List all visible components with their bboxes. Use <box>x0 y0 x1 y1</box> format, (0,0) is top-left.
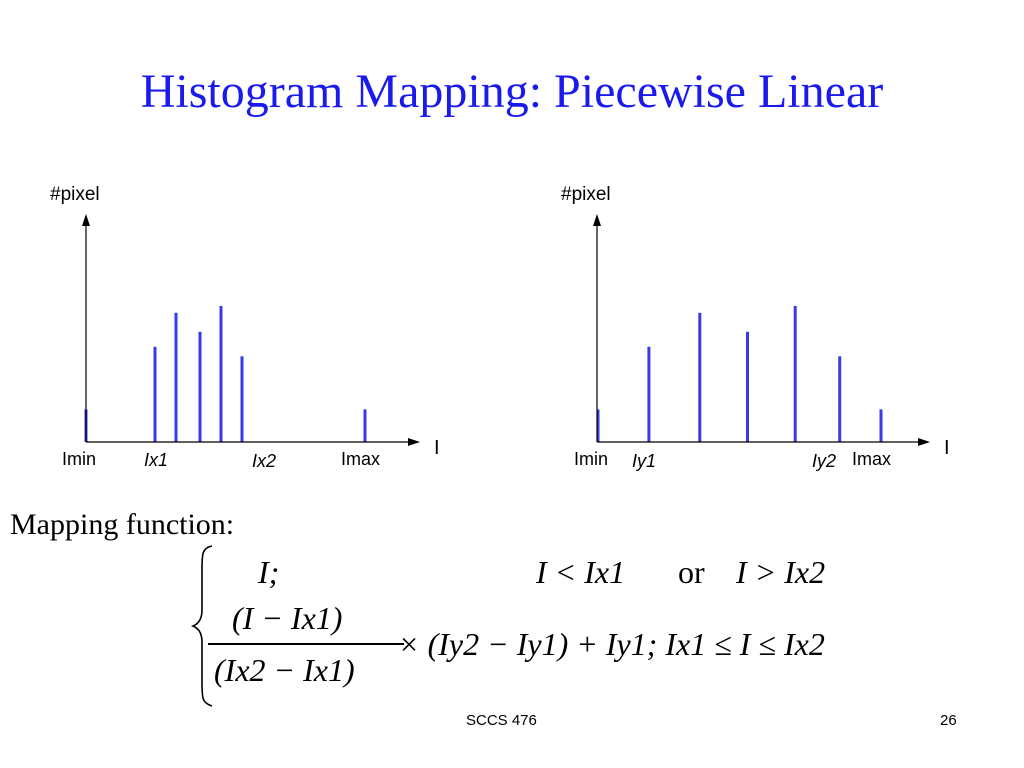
histogram-right: #pixel I Imin Iy1 Iy2 Imax <box>550 180 990 480</box>
case2-rest: × (Iy2 − Iy1) + Iy1; Ix1 ≤ I ≤ Ix2 <box>398 626 825 662</box>
histogram-bar <box>746 331 749 442</box>
histogram-bar <box>879 409 883 442</box>
mapping-formula: I; I < Ix1 or I > Ix2 (I − Ix1) (Ix2 − I… <box>190 540 930 710</box>
histogram-bar <box>647 346 651 442</box>
histogram-left: #pixel I Imin Ix1 Ix2 Imax <box>40 180 480 480</box>
y-axis-label: #pixel <box>50 184 100 205</box>
tick-imin: Imin <box>574 449 609 469</box>
y-axis-arrow <box>82 214 90 226</box>
case2-denominator: (Ix2 − Ix1) <box>214 652 355 688</box>
histogram-bar <box>198 331 202 442</box>
mapping-label: Mapping function: <box>10 508 235 541</box>
case1-cond-a: I < Ix1 <box>536 554 626 590</box>
histogram-bar <box>363 409 367 442</box>
case2-numerator: (I − Ix1) <box>232 600 343 636</box>
tick-ix2: Ix2 <box>252 451 277 471</box>
tick-imax: Imax <box>341 449 381 469</box>
fraction-bar <box>208 643 404 645</box>
case1-cond-b: I > Ix2 <box>736 554 826 590</box>
y-axis-label: #pixel <box>561 184 611 205</box>
tick-imin: Imin <box>62 449 97 469</box>
x-axis-arrow <box>918 438 930 446</box>
footer-course: SCCS 476 <box>466 712 537 729</box>
histogram-right-plot <box>593 214 930 446</box>
footer-page-number: 26 <box>940 712 957 729</box>
histogram-bar <box>174 312 178 442</box>
tick-iy2: Iy2 <box>812 451 837 471</box>
histogram-bar <box>838 356 842 442</box>
histogram-left-bars <box>84 306 367 442</box>
x-axis-arrow <box>408 438 420 446</box>
histogram-left-plot <box>82 214 420 446</box>
histogram-bar <box>596 409 600 442</box>
case1-expr: I; <box>258 554 280 590</box>
histogram-right-bars <box>596 306 883 442</box>
y-axis-arrow <box>593 214 601 226</box>
histogram-bar <box>240 356 244 442</box>
histogram-bar <box>698 312 702 442</box>
left-brace <box>190 545 213 707</box>
histogram-bar <box>793 306 797 442</box>
x-axis-label: I <box>434 437 440 459</box>
tick-iy1: Iy1 <box>632 451 657 471</box>
slide-title: Histogram Mapping: Piecewise Linear <box>140 65 884 118</box>
tick-ix1: Ix1 <box>144 450 169 470</box>
histogram-bar <box>153 346 157 442</box>
case1-or: or <box>678 554 705 590</box>
histogram-bar <box>219 306 223 442</box>
x-axis-label: I <box>944 437 950 459</box>
tick-imax: Imax <box>852 449 892 469</box>
